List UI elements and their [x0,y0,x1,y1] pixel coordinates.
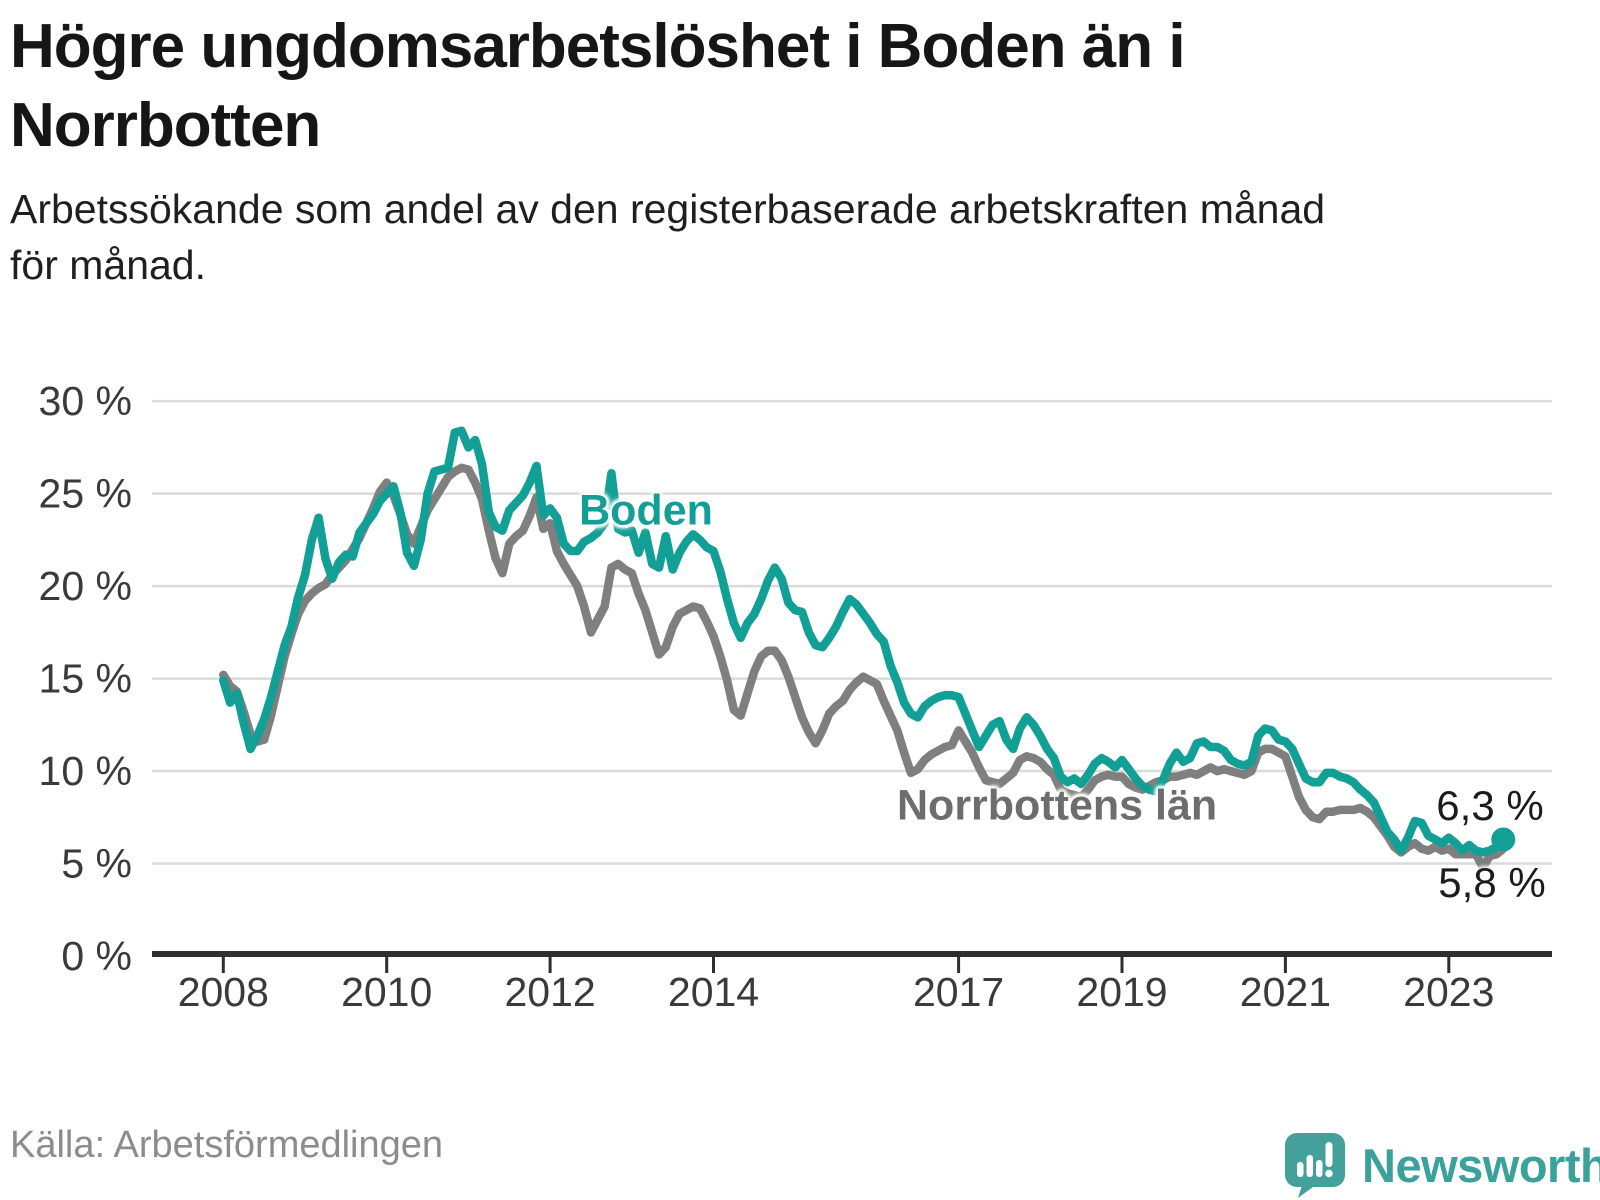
page-title: Högre ungdomsarbetslöshet i Boden än i N… [10,8,1570,165]
x-axis-label-2023: 2023 [1403,969,1494,1015]
logo-exclamation-bar [1325,1142,1333,1167]
logo-exclamation-dot [1325,1169,1333,1178]
x-axis-label-2019: 2019 [1076,969,1167,1015]
line-norrbottens-l-n [219,463,1508,872]
y-axis-label-15: 15 % [39,656,132,702]
x-axis-label-2010: 2010 [341,969,432,1015]
newsworthy-logo-icon [1285,1133,1345,1198]
line-boden [219,426,1508,857]
chart-subtitle: Arbetssökande som andel av den registerb… [10,182,1570,294]
newsworthy-brand: Newsworthy [1284,1132,1600,1198]
y-axis-label-20: 20 % [39,563,132,609]
y-axis-label-25: 25 % [39,471,132,517]
y-axis-label-30: 30 % [39,378,132,424]
logo-bar-1 [1297,1162,1304,1177]
latest-point-dot [1491,827,1516,852]
x-axis-label-2008: 2008 [178,969,269,1015]
title-line-1: Högre ungdomsarbetslöshet i Boden än i [10,12,1186,81]
series-label-boden: Boden [579,486,713,535]
x-axis-label-2012: 2012 [504,969,595,1015]
x-axis-label-2017: 2017 [913,969,1004,1015]
newsworthy-wordmark: Newsworthy [1362,1138,1600,1192]
y-axis-label-10: 10 % [39,748,132,794]
end-value-boden: 6,3 % [1436,782,1544,829]
title-line-2: Norrbotten [10,90,321,160]
subtitle-line-1: Arbetssökande som andel av den registerb… [10,186,1326,232]
x-axis-label-2014: 2014 [668,969,759,1015]
x-axis-label-2021: 2021 [1240,969,1331,1015]
end-value-norrbotten: 5,8 % [1438,859,1546,906]
logo-speech-bubble [1285,1133,1345,1198]
logo-bar-2 [1306,1155,1313,1177]
logo-bar-3 [1316,1160,1323,1177]
series-label-norrbotten: Norrbottens län [897,781,1218,830]
source-credit: Källa: Arbetsförmedlingen [10,1124,444,1166]
y-axis-label-0: 0 % [61,933,132,979]
subtitle-line-2: för månad. [10,241,206,288]
y-axis-label-5: 5 % [61,841,132,887]
